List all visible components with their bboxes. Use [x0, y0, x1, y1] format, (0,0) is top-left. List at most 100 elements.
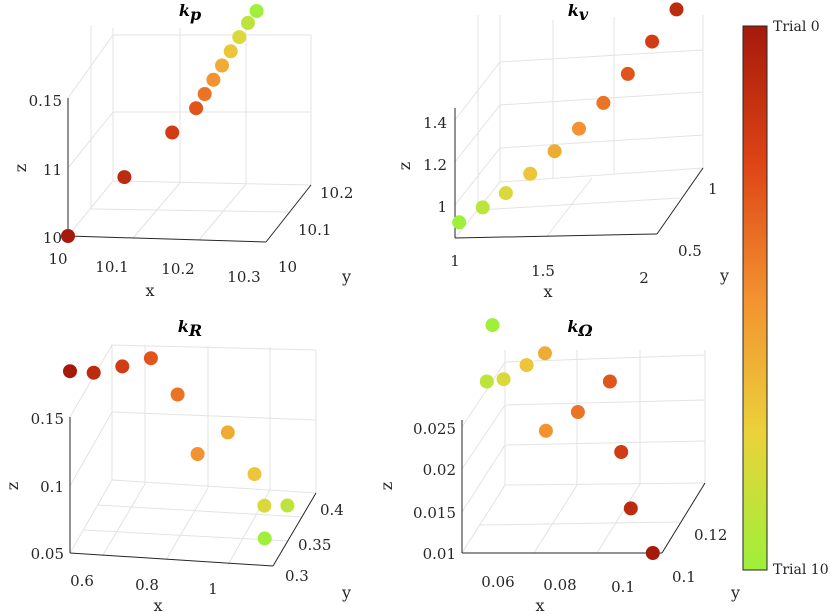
panel-kR-ytick-1: 0.35 [298, 536, 331, 554]
panel-kOmega-ztick-2: 0.015 [413, 504, 456, 522]
point-trial-10 [249, 4, 264, 18]
point-trial-4 [570, 405, 585, 419]
panel-kR: 0.15 0.1 0.05 0.6 0.8 1 0.3 0.35 0.4 x y… [3, 317, 351, 614]
colorbar-gradient [742, 25, 768, 571]
panel-kOmega-ztick-0: 0.025 [413, 420, 456, 438]
panel-kp-title: kp [179, 1, 201, 24]
panel-kOmega-title-sub: Ω [577, 321, 593, 340]
point-trial-4 [596, 95, 611, 110]
panel-kR-xtick-0: 0.6 [70, 572, 94, 590]
panel-kOmega-zlabel: z [377, 482, 396, 490]
panel-kv-xlabel: x [543, 282, 552, 301]
point-trial-2 [165, 125, 180, 140]
point-trial-8 [257, 498, 272, 513]
point-trial-10 [452, 215, 467, 230]
point-trial-9 [241, 15, 255, 30]
panel-kv-title-sub: v [579, 5, 589, 24]
panel-kR-ylabel: y [341, 583, 351, 602]
panel-kOmega-xtick-1: 0.08 [543, 576, 576, 594]
panel-kv-ztick-1: 1.2 [423, 156, 447, 174]
panel-kp-grid [67, 25, 312, 241]
panel-kp-zlabel: z [11, 164, 30, 172]
panel-kp-xtick-3: 10.3 [227, 268, 260, 286]
point-trial-5 [206, 72, 221, 87]
panel-kOmega-xtick-2: 0.1 [611, 578, 635, 596]
point-trial-2 [645, 34, 660, 49]
panel-kp-points [61, 4, 264, 243]
panel-kR-xlabel: x [153, 596, 162, 614]
panel-kp: 0.15 11 10 10 10.1 10.2 10.3 10 10.1 10.… [11, 1, 353, 300]
panel-kp-ztick-0: 0.15 [29, 92, 62, 110]
point-trial-3 [143, 351, 158, 366]
panel-kR-ytick-2: 0.4 [320, 501, 344, 519]
panel-kv-title-main: k [568, 1, 579, 20]
point-trial-10 [485, 318, 500, 333]
point-trial-7 [523, 166, 538, 181]
panel-kOmega-xtick-0: 0.06 [481, 573, 514, 591]
point-trial-4 [197, 87, 212, 101]
point-trial-6 [220, 425, 235, 440]
point-trial-1 [623, 501, 638, 516]
point-trial-4 [170, 387, 185, 402]
point-trial-0 [61, 229, 75, 243]
panel-kv-xtick-1: 1.5 [531, 262, 555, 280]
panel-kp-ztick-1: 11 [43, 161, 62, 179]
panel-kv-zlabel: z [395, 162, 414, 170]
point-trial-10 [257, 531, 272, 546]
panel-kOmega-ztick-3: 0.01 [423, 545, 456, 563]
panel-kv-title: kv [568, 1, 589, 24]
panel-kOmega-ylabel: y [730, 583, 740, 602]
panel-kv-ztick-0: 1.4 [423, 114, 447, 132]
panel-kp-ytick-2: 10.2 [320, 184, 353, 202]
panel-kp-ytick-0: 10 [278, 258, 297, 276]
panel-kv-points [452, 2, 684, 230]
point-trial-6 [538, 346, 552, 361]
point-trial-2 [115, 359, 130, 374]
panel-kv-ytick-1: 1 [708, 180, 718, 198]
panel-kOmega-grid [461, 350, 706, 554]
panel-kR-points [63, 351, 295, 546]
panel-kR-ztick-1: 0.1 [40, 478, 64, 496]
panel-kR-title-main: k [178, 317, 189, 336]
panel-kp-xtick-2: 10.2 [161, 260, 194, 278]
panel-kR-zlabel: z [3, 482, 22, 490]
panel-kR-ztick-0: 0.15 [31, 410, 64, 428]
panel-kp-title-main: k [179, 1, 190, 20]
panel-kv-xtick-0: 1 [450, 252, 460, 270]
panel-kv-axes [454, 108, 704, 239]
panel-kv-ytick-0: 0.5 [678, 242, 702, 260]
point-trial-3 [620, 66, 635, 81]
panel-kv-ztick-2: 1 [437, 198, 447, 216]
point-trial-6 [215, 58, 229, 73]
point-trial-9 [475, 200, 490, 215]
point-trial-8 [496, 372, 511, 387]
point-trial-7 [223, 44, 238, 59]
point-trial-0 [63, 364, 77, 379]
panel-kOmega-ytick-0: 0.1 [672, 568, 696, 586]
colorbar-top-label: Trial 0 [773, 19, 820, 35]
panel-kOmega-points [479, 318, 660, 560]
point-trial-5 [538, 423, 553, 438]
point-trial-1 [117, 170, 132, 185]
panel-kOmega: 0.025 0.02 0.015 0.01 0.06 0.08 0.1 0.1 … [377, 317, 740, 614]
point-trial-3 [602, 374, 617, 389]
panel-kv-xtick-2: 2 [639, 269, 649, 287]
panel-kv: 1.4 1.2 1 1 1.5 2 0.5 1 x y z kv [395, 1, 729, 301]
panel-kv-ylabel: y [719, 266, 729, 285]
panel-kR-ztick-2: 0.05 [31, 545, 64, 563]
panel-kp-ytick-1: 10.1 [298, 221, 331, 239]
panel-kR-title-sub: R [188, 321, 202, 340]
panel-kp-ylabel: y [341, 267, 351, 286]
point-trial-1 [669, 2, 684, 17]
panel-kOmega-xlabel: x [535, 596, 544, 614]
point-trial-9 [479, 374, 494, 389]
point-trial-8 [232, 30, 247, 45]
panel-kp-axes [67, 98, 312, 243]
panel-kOmega-title: kΩ [567, 317, 593, 340]
panel-kR-xtick-1: 0.8 [135, 576, 159, 594]
point-trial-6 [547, 144, 562, 159]
panel-kR-title: kR [178, 317, 202, 340]
panel-kp-xtick-1: 10.1 [95, 258, 128, 276]
panel-kR-axes [69, 417, 317, 567]
